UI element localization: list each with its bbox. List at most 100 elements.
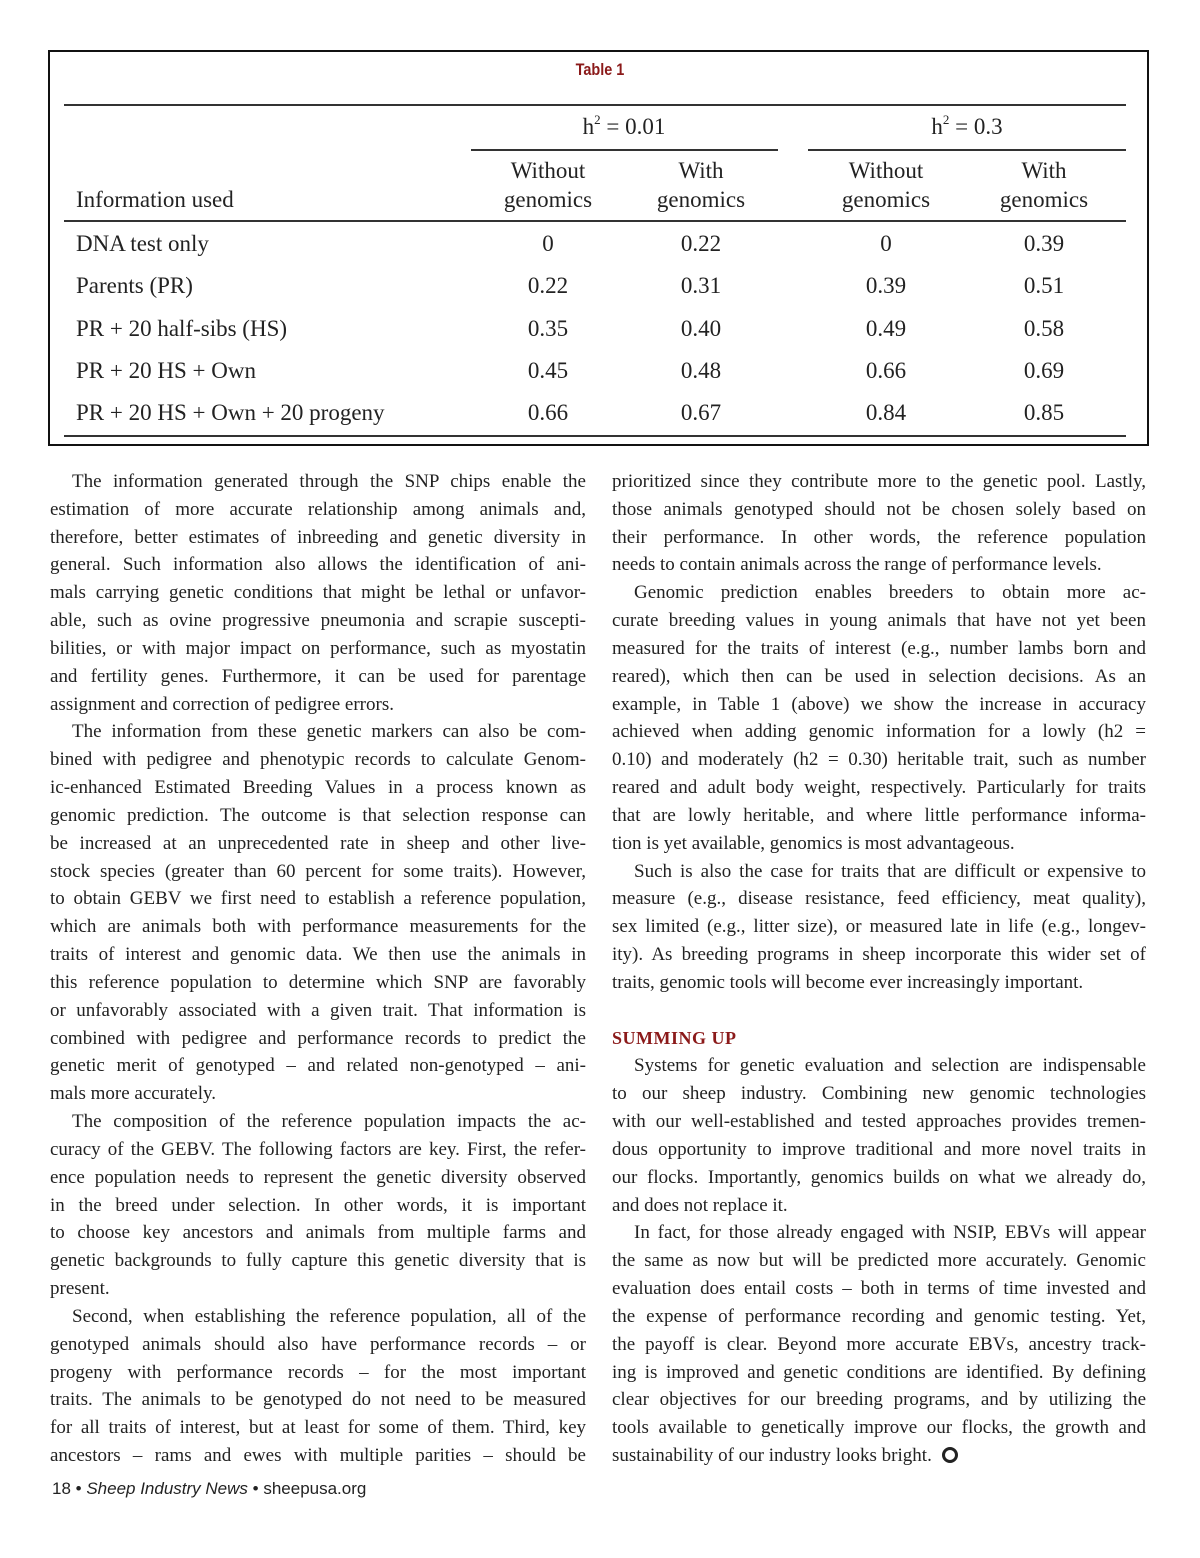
group-rule bbox=[808, 149, 1126, 151]
text-line: Genomic prediction enables breeders to o… bbox=[634, 582, 1146, 604]
paragraph: Such is also the case for traits that ar… bbox=[612, 858, 1146, 997]
text-line: present. bbox=[50, 1275, 586, 1303]
table-cell: 0.31 bbox=[680, 273, 722, 299]
paragraph: In fact, for those already engaged with … bbox=[612, 1219, 1146, 1469]
left-column: The information generated through the SN… bbox=[50, 468, 586, 1470]
text-line: curate breeding values in young animals … bbox=[612, 610, 1146, 632]
text-line: and does not replace it. bbox=[612, 1192, 1146, 1220]
text-line: that are lowly heritable, and where litt… bbox=[612, 804, 1146, 826]
end-of-article-logo-icon bbox=[941, 1446, 958, 1463]
text-line: Such is also the case for traits that ar… bbox=[634, 860, 1146, 882]
table-cell: 0.48 bbox=[680, 357, 722, 383]
column-subheader: With bbox=[1021, 158, 1067, 183]
text-line: estimation of more accurate relationship… bbox=[50, 498, 586, 520]
group-header-h2-001: h2 = 0.01 bbox=[582, 112, 666, 140]
table-cell: 0 bbox=[880, 231, 892, 256]
text-line: able, such as ovine progressive pneumoni… bbox=[50, 610, 586, 632]
table-cell: 0.84 bbox=[865, 400, 907, 426]
text-line: therefore, better estimates of inbreedin… bbox=[50, 526, 586, 548]
text-line: sustainability of our industry looks bri… bbox=[612, 1442, 1146, 1470]
text-line: sex limited (e.g., litter size), or meas… bbox=[612, 916, 1146, 938]
table-title: Table 1 bbox=[575, 60, 625, 79]
column-subheader: genomics bbox=[999, 187, 1089, 212]
table-cell: 0.58 bbox=[1023, 315, 1065, 341]
text-line: reared and adult body weight, respective… bbox=[612, 777, 1146, 799]
text-line: reared), which then can be used in selec… bbox=[612, 665, 1146, 687]
text-line: to choose key ancestors and animals from… bbox=[50, 1222, 586, 1244]
separator: • bbox=[70, 1479, 87, 1498]
row-header: Information used bbox=[76, 187, 234, 212]
table-cell: 0.85 bbox=[1023, 400, 1065, 426]
text-line: clear objectives for our breeding progra… bbox=[612, 1389, 1146, 1411]
text-line: prioritized since they contribute more t… bbox=[612, 471, 1146, 492]
text-line: Systems for genetic evaluation and selec… bbox=[634, 1055, 1146, 1077]
text-line: and fertility genes. Furthermore, it can… bbox=[50, 665, 586, 687]
text-line: In fact, for those already engaged with … bbox=[634, 1222, 1146, 1244]
text-line: combined with pedigree and performance r… bbox=[50, 1027, 586, 1049]
text-line: achieved when adding genomic information… bbox=[612, 721, 1146, 743]
page-number: 18 bbox=[52, 1479, 71, 1498]
right-column: prioritized since they contribute more t… bbox=[612, 468, 1146, 1470]
line-text: assignment and correction of pedigree er… bbox=[50, 693, 394, 715]
text-line: curacy of the GEBV. The following factor… bbox=[50, 1138, 586, 1160]
paragraph: The information from these genetic marke… bbox=[50, 718, 586, 1108]
paragraph: The information generated through the SN… bbox=[50, 468, 586, 718]
table-cell: 0.66 bbox=[865, 357, 907, 383]
text-line: ence population needs to represent the g… bbox=[50, 1166, 586, 1188]
table-top-rule bbox=[64, 104, 1126, 106]
h-symbol: h bbox=[931, 114, 943, 139]
column-subheader: With bbox=[678, 158, 724, 183]
table-cell: 0.40 bbox=[680, 315, 722, 341]
text-line: genotyped animals should also have perfo… bbox=[50, 1333, 586, 1355]
row-label: Parents (PR) bbox=[76, 273, 193, 299]
table-cell: 0.51 bbox=[1023, 273, 1065, 299]
text-line: dous opportunity to improve traditional … bbox=[612, 1138, 1146, 1160]
paragraph: The composition of the reference populat… bbox=[50, 1108, 586, 1303]
text-line: measured for the traits of interest (e.g… bbox=[612, 637, 1146, 659]
line-text: needs to contain animals across the rang… bbox=[612, 554, 1102, 576]
table-cell: 0.67 bbox=[680, 400, 722, 426]
text-line: the payoff is clear. Beyond more accurat… bbox=[612, 1333, 1146, 1355]
table-cell: 0.35 bbox=[527, 315, 569, 341]
text-line: genetic backgrounds to fully capture thi… bbox=[50, 1250, 586, 1272]
text-line: with our well-established and tested app… bbox=[612, 1111, 1146, 1133]
text-line: bined with pedigree and phenotypic recor… bbox=[50, 749, 586, 771]
line-text: SUMMING UP bbox=[612, 1027, 737, 1048]
table-cell: 0.39 bbox=[865, 273, 907, 299]
text-line: example, in Table 1 (above) we show the … bbox=[612, 693, 1146, 715]
paragraph: Systems for genetic evaluation and selec… bbox=[612, 1052, 1146, 1219]
text-line: needs to contain animals across the rang… bbox=[612, 551, 1146, 579]
text-line: measure (e.g., disease resistance, feed … bbox=[612, 888, 1146, 910]
text-line: ancestors – rams and ewes with multiple … bbox=[50, 1444, 586, 1466]
table-frame bbox=[48, 50, 1149, 446]
superscript: 2 bbox=[594, 112, 601, 127]
text-line: traits, genomic tools will become ever i… bbox=[612, 969, 1146, 997]
paragraph bbox=[612, 997, 1146, 1025]
paragraph: prioritized since they contribute more t… bbox=[612, 468, 1146, 579]
publication-name: Sheep Industry News bbox=[86, 1479, 248, 1498]
line-text: traits, genomic tools will become ever i… bbox=[612, 971, 1084, 993]
table-cell: 0 bbox=[542, 231, 554, 256]
text-line: The composition of the reference populat… bbox=[72, 1111, 586, 1133]
table-cell: 0.69 bbox=[1023, 357, 1065, 383]
row-label: PR + 20 HS + Own + 20 progeny bbox=[76, 400, 385, 426]
text-line: mals more accurately. bbox=[50, 1080, 586, 1108]
header-bottom-rule bbox=[64, 220, 1126, 222]
text-line: assignment and correction of pedigree er… bbox=[50, 691, 586, 719]
website: sheepusa.org bbox=[263, 1479, 367, 1498]
text-line: to obtain GEBV we first need to establis… bbox=[50, 888, 586, 910]
text-line: or unfavorably associated with a given t… bbox=[50, 999, 586, 1021]
text-line: bilities, or with major impact on perfor… bbox=[50, 637, 586, 659]
table-cell: 0.22 bbox=[527, 273, 569, 299]
text-line: The information generated through the SN… bbox=[72, 471, 586, 492]
column-subheader: genomics bbox=[841, 187, 931, 212]
text-line: this reference population to determine w… bbox=[50, 971, 586, 993]
table-cell: 0.45 bbox=[527, 357, 569, 383]
separator: • bbox=[247, 1479, 264, 1498]
row-label: PR + 20 HS + Own bbox=[76, 357, 256, 383]
column-subheader: genomics bbox=[656, 187, 746, 212]
group-value: = 0.01 bbox=[600, 114, 666, 139]
text-line: to our sheep industry. Combining new gen… bbox=[612, 1083, 1146, 1105]
h-symbol: h bbox=[582, 114, 595, 139]
text-line: tools available to genetically improve o… bbox=[612, 1417, 1146, 1439]
